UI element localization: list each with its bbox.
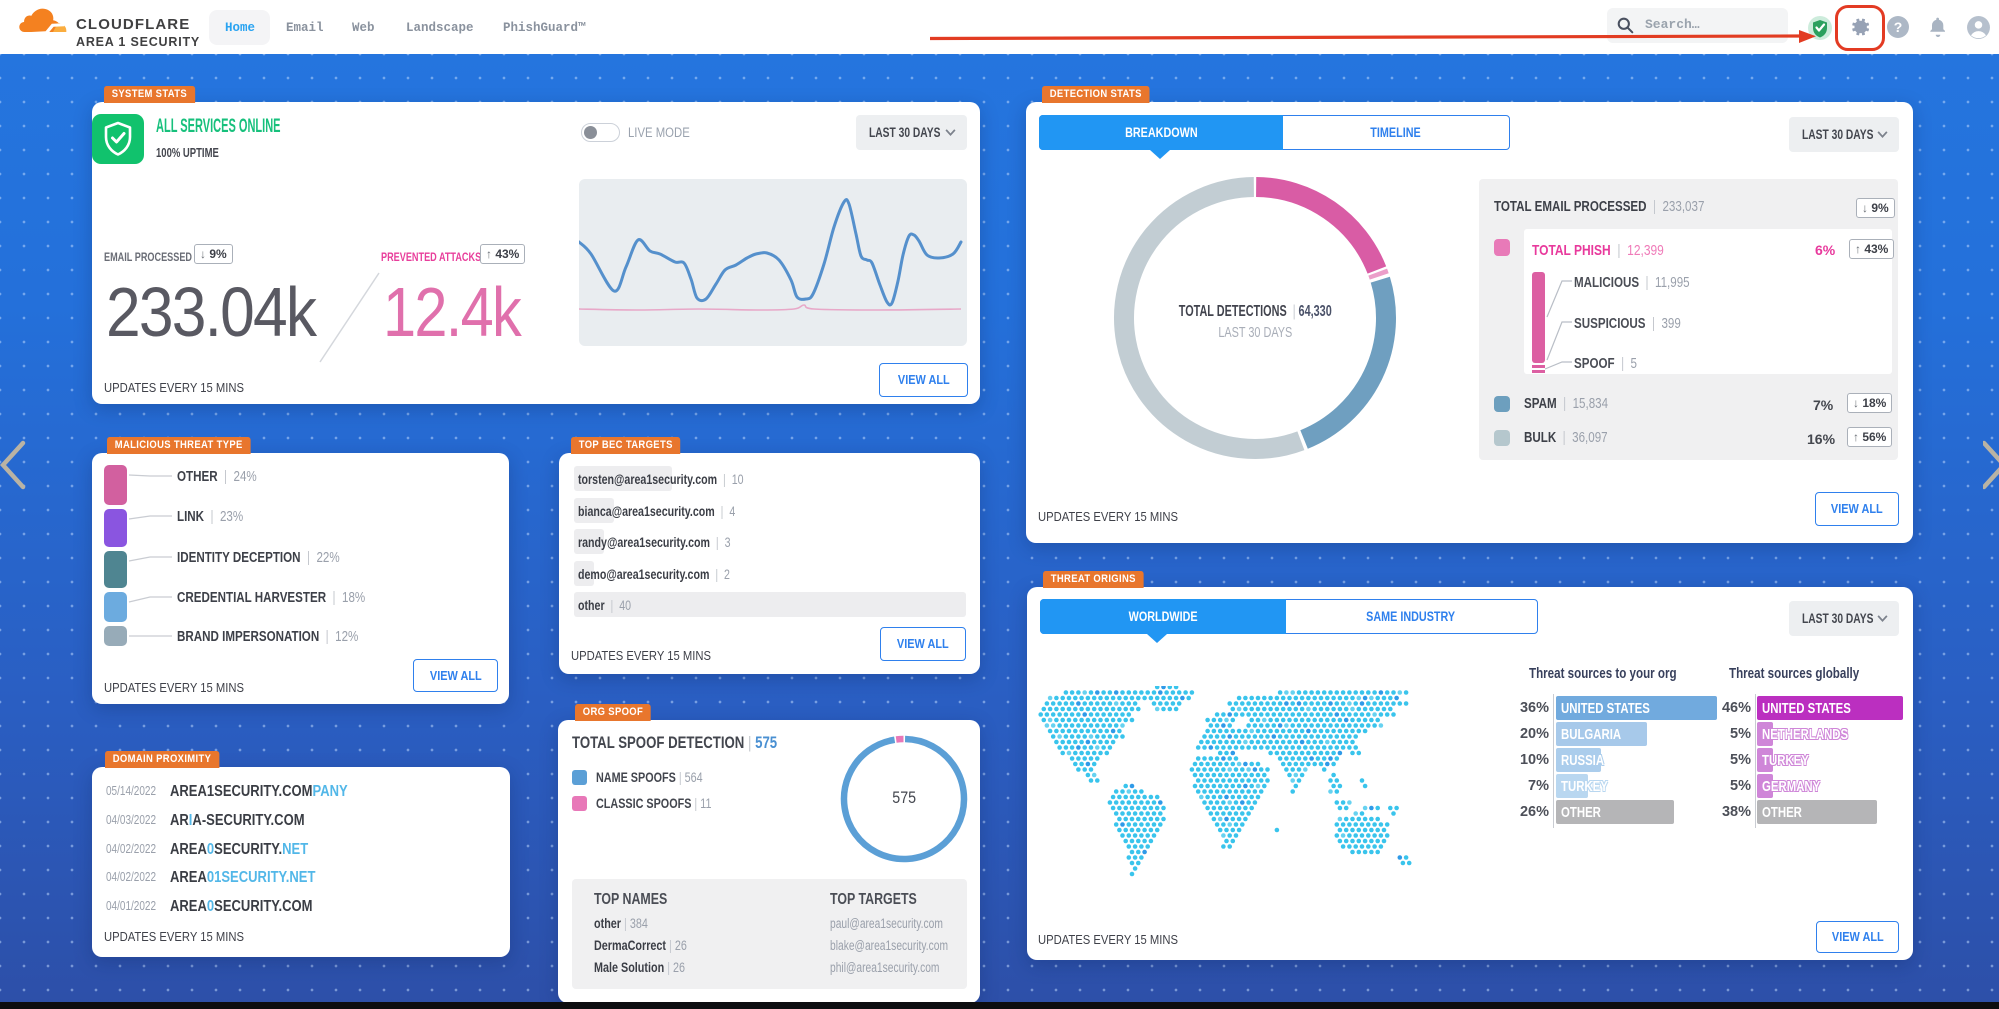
svg-text:?: ?: [1894, 19, 1903, 35]
